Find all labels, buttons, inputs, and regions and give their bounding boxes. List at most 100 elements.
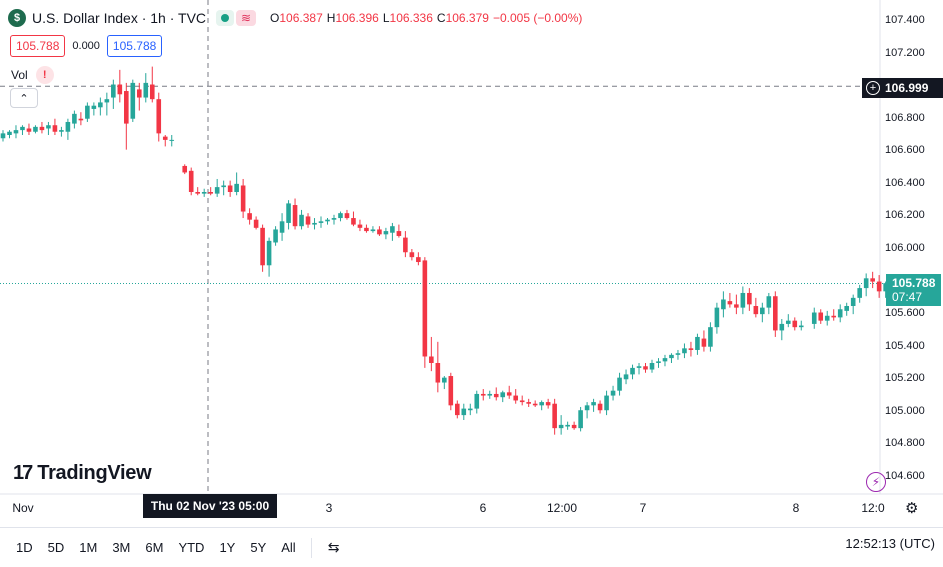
bar-countdown: 07:47	[892, 290, 923, 304]
candle-body	[65, 121, 71, 132]
candle-body	[234, 183, 239, 192]
candle-body	[773, 296, 778, 331]
candle-body	[526, 402, 531, 404]
candle-body	[195, 192, 200, 194]
price-tick-label: 105.600	[885, 307, 925, 320]
candle-body	[558, 424, 564, 429]
candle-body	[390, 226, 395, 233]
candle-body	[227, 185, 233, 192]
candle-body	[52, 125, 58, 132]
crosshair-price: 106.999	[885, 81, 929, 95]
candle-body	[312, 222, 317, 225]
candle-body	[370, 229, 376, 232]
candle-body	[403, 237, 408, 253]
candle-body	[13, 130, 19, 134]
candle-body	[824, 315, 830, 321]
add-alert-icon[interactable]: +	[866, 81, 880, 95]
toolbar-divider	[310, 537, 312, 558]
candle-body	[863, 278, 869, 289]
calendar-range-icon[interactable]: ⇆	[327, 539, 340, 555]
candle-body	[584, 405, 590, 411]
candle-body	[714, 307, 720, 328]
buy-button[interactable]: 105.788	[106, 35, 163, 57]
crosshair-time-label: Thu 02 Nov '23 05:00	[143, 494, 277, 518]
price-tick-label: 104.600	[885, 470, 925, 482]
collapse-legend-button[interactable]: ⌃	[10, 88, 38, 108]
candle-body	[545, 402, 551, 406]
candle-body	[656, 361, 661, 363]
candle-body	[617, 377, 622, 391]
candle-body	[695, 336, 700, 350]
ohlc-low: 106.336	[389, 11, 433, 25]
candle-body	[643, 366, 648, 370]
candle-body	[798, 325, 804, 328]
candle-body	[623, 374, 629, 380]
time-tick-label: 3	[325, 501, 333, 515]
candle-body	[513, 395, 519, 401]
price-tick-label: 107.200	[885, 46, 925, 59]
candle-body	[396, 231, 402, 236]
price-chart[interactable]	[0, 0, 943, 527]
price-tick-label: 106.400	[885, 176, 925, 189]
price-tick-label: 106.800	[885, 111, 925, 124]
candle-body	[740, 292, 746, 308]
candle-body	[279, 221, 285, 233]
candle-body	[331, 218, 337, 220]
volume-label[interactable]: Vol	[11, 68, 28, 82]
candle-body	[305, 216, 311, 225]
candle-body	[46, 125, 51, 129]
candle-body	[779, 323, 785, 331]
tradingview-logo-mark: 17	[13, 462, 33, 484]
symbol-title[interactable]: U.S. Dollar Index · 1h · TVC	[32, 10, 207, 26]
candle-body	[104, 99, 110, 103]
lightning-icon[interactable]: ⚡	[866, 472, 886, 492]
candle-body	[169, 139, 175, 141]
range-button-all[interactable]: All	[281, 540, 296, 555]
range-button-6m[interactable]: 6M	[145, 540, 164, 555]
range-button-1m[interactable]: 1M	[79, 540, 98, 555]
candle-body	[85, 105, 90, 119]
candle-body	[610, 390, 616, 396]
range-button-ytd[interactable]: YTD	[178, 540, 205, 555]
candle-body	[708, 327, 713, 347]
candle-body	[26, 128, 32, 132]
candle-body	[266, 240, 272, 266]
utc-clock[interactable]: 12:52:13 (UTC)	[845, 536, 935, 551]
candle-body	[429, 356, 434, 363]
candle-body	[519, 400, 525, 403]
tradingview-logo[interactable]: 17 TradingView	[13, 462, 152, 485]
gear-icon[interactable]: ⚙	[905, 500, 919, 517]
candle-body	[480, 393, 486, 396]
sell-button[interactable]: 105.788	[10, 35, 66, 57]
data-delay-icon[interactable]: ≋	[236, 10, 257, 26]
candle-body	[357, 224, 363, 228]
candle-body	[273, 229, 278, 243]
candle-body	[753, 306, 759, 315]
candle-body	[591, 402, 596, 406]
candle-body	[760, 307, 765, 315]
candle-body	[721, 299, 726, 310]
candle-body	[785, 320, 791, 324]
range-button-1y[interactable]: 1Y	[219, 540, 236, 555]
crosshair-price-label[interactable]: + 106.999	[862, 78, 943, 98]
candle-body	[435, 363, 441, 383]
market-open-icon[interactable]	[216, 10, 235, 26]
candle-body	[33, 126, 38, 132]
candle-body	[7, 131, 12, 135]
candle-body	[162, 136, 168, 140]
candle-body	[727, 301, 733, 305]
candle-body	[474, 393, 480, 409]
time-tick-label: 8	[792, 501, 800, 515]
range-button-1d[interactable]: 1D	[16, 540, 33, 555]
candle-body	[318, 221, 324, 223]
candle-body	[448, 376, 454, 406]
candle-body	[117, 84, 123, 95]
candle-body	[351, 218, 356, 225]
price-tick-label: 107.400	[885, 14, 925, 26]
warning-icon[interactable]: !	[35, 66, 54, 84]
range-button-3m[interactable]: 3M	[112, 540, 131, 555]
price-tick-label: 105.400	[885, 339, 925, 352]
candle-body	[20, 126, 25, 131]
range-button-5d[interactable]: 5D	[47, 540, 65, 555]
range-button-5y[interactable]: 5Y	[250, 540, 267, 555]
